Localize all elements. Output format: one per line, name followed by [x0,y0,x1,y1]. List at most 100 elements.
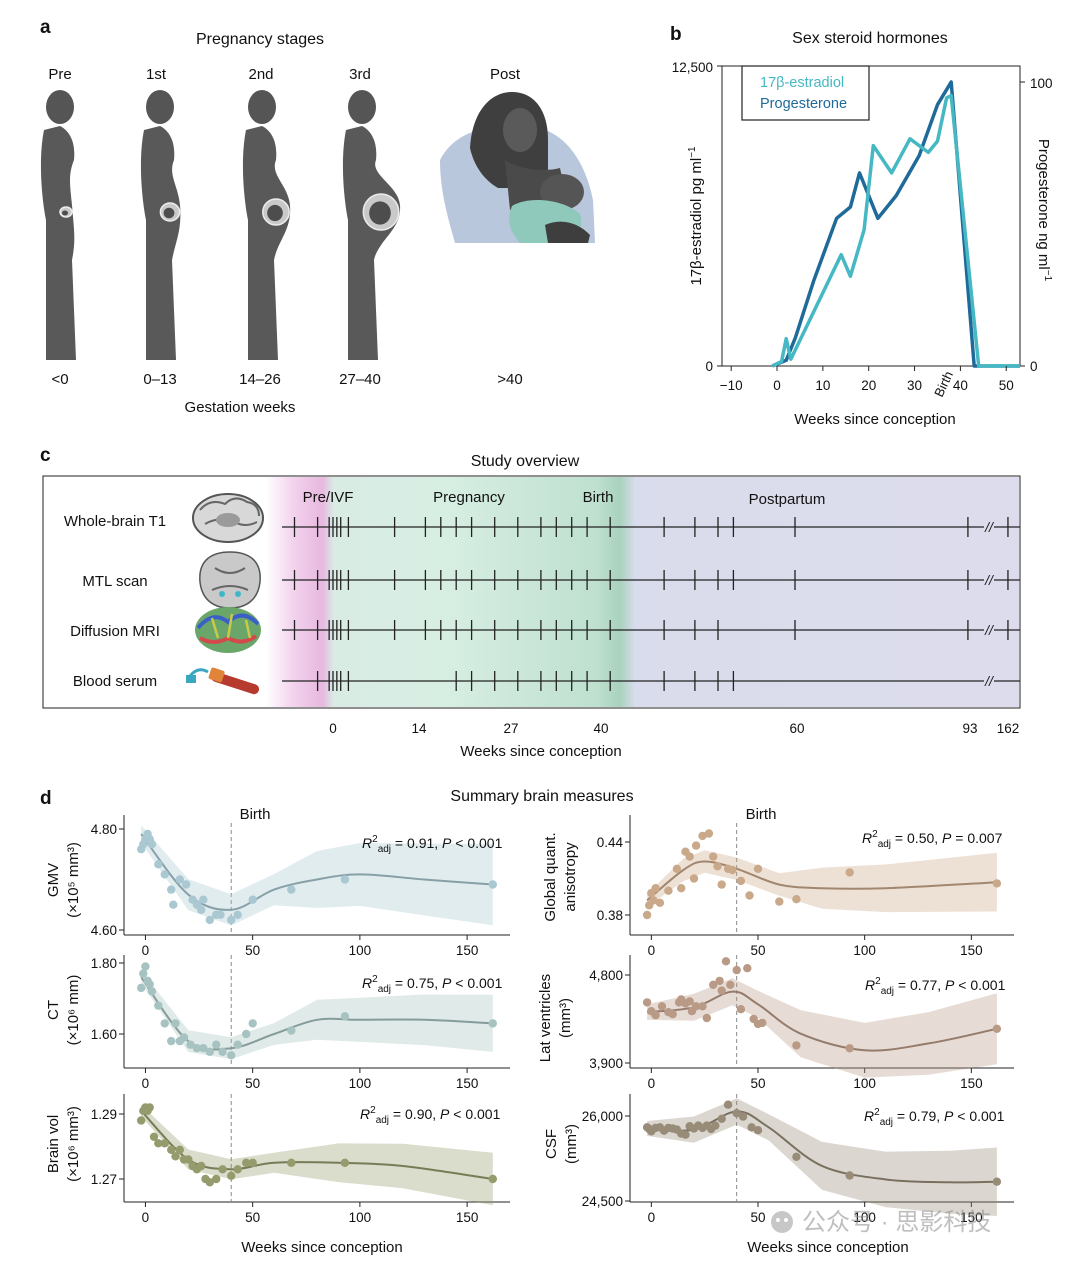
data-point [642,998,652,1007]
axis-break: // [984,673,995,689]
data-point [169,900,178,909]
b-xtick-label: −10 [720,378,743,393]
data-point [139,969,148,978]
c-tick-27: 27 [503,721,518,736]
x-tick-label: 50 [750,943,765,958]
data-point [845,1044,854,1053]
data-point [179,1033,189,1042]
data-point [192,1044,202,1053]
panel-c: c Study overview Pre/IVF Pregnancy Birth… [40,445,1021,760]
phase-postpartum: Postpartum [749,491,826,508]
data-point [167,1145,176,1155]
data-point [233,910,242,919]
x-tick-label: 50 [750,1076,765,1091]
data-point [184,1155,193,1164]
data-point [205,1178,214,1187]
fit-curve [646,860,997,902]
data-point [137,1116,146,1125]
silhouette-body [40,126,76,360]
data-point [218,1047,227,1057]
data-point [160,870,169,879]
data-point [713,862,722,871]
data-point [147,987,157,996]
data-point [728,865,737,875]
data-point [205,1047,214,1057]
data-point [233,1040,242,1049]
data-point [242,1158,251,1168]
data-point [715,976,724,986]
data-point [992,1024,1002,1034]
timeline-background [266,477,1019,707]
data-point [149,1132,159,1142]
left-tick-max: 12,500 [672,60,713,75]
data-point [721,957,731,966]
data-point [717,986,726,995]
data-point [775,897,784,906]
data-point [845,1171,854,1180]
y-tick-label: 0.44 [597,835,624,850]
panel-b-plot-frame [721,65,1021,367]
data-point [758,1018,767,1028]
data-point [657,1002,667,1011]
data-point [649,896,658,905]
csf-stats: R2adj = 0.79, P < 0.001 [864,1107,1005,1128]
y-tick-label: 3,900 [589,1056,623,1071]
panel-b-ylabel-right: Progesterone ng ml−1 [1035,139,1053,282]
data-point [992,879,1002,888]
y-tick-label: 1.60 [91,1027,117,1042]
data-point [685,852,694,861]
x-tick-label: 100 [349,943,372,958]
silhouette-head [248,90,276,124]
x-tick-label: 150 [456,1076,479,1091]
data-point [488,880,497,889]
data-point [689,874,699,883]
qa-plot: 0.44 0.38 0 50 100 150 [597,815,1014,958]
data-point [664,886,673,895]
data-point [845,868,854,877]
data-point [340,1012,350,1021]
data-point [160,1139,169,1148]
hormone-axes: −10 0 10 20 30 40 50 [717,65,1025,393]
phase-pre-ivf: Pre/IVF [303,489,354,506]
panel-c-xlabel: Weeks since conception [460,743,621,760]
y-tick-label: 1.29 [91,1107,117,1122]
panel-c-letter: c [40,445,51,466]
data-point [197,905,206,914]
silhouette-body [242,126,291,360]
fetus-marker [267,204,283,222]
data-point [717,880,726,889]
data-point [992,1177,1002,1186]
x-tick-label: 150 [960,1076,983,1091]
silhouette-1st [140,90,181,360]
csf-ylabel: CSF [543,1129,560,1159]
data-point [175,1145,184,1155]
data-point [753,864,763,873]
right-tick-max: 100 [1030,76,1053,91]
data-point [212,1174,221,1184]
b-xtick-label: 0 [773,378,781,393]
panel-d-title: Summary brain measures [450,788,633,805]
b-xtick-label: 20 [861,378,876,393]
silhouette-body [342,126,401,360]
x-tick-label: 150 [456,1210,479,1225]
data-point [488,1019,497,1028]
data-point [691,841,701,850]
data-point [723,1100,733,1109]
data-point [171,1152,180,1161]
stage-label-1st: 1st [146,66,167,83]
qa-ylabel: Global quant. [542,832,559,921]
silhouette-body [140,126,181,360]
panel-d: d Summary brain measures Birth Birth 4.8… [40,788,1014,1256]
data-point [175,875,184,884]
data-point [137,983,146,993]
data-point [672,864,682,873]
gmv-stats: R2adj = 0.91, P < 0.001 [362,834,503,855]
data-point [488,1174,497,1184]
row-label-diffusion: Diffusion MRI [70,623,160,640]
data-point [698,831,707,841]
data-point [732,965,741,975]
data-point [287,885,296,894]
data-point [743,964,752,973]
data-point [792,895,801,904]
csf-plot: 26,000 24,500 0 50 100 150 [582,1094,1014,1225]
